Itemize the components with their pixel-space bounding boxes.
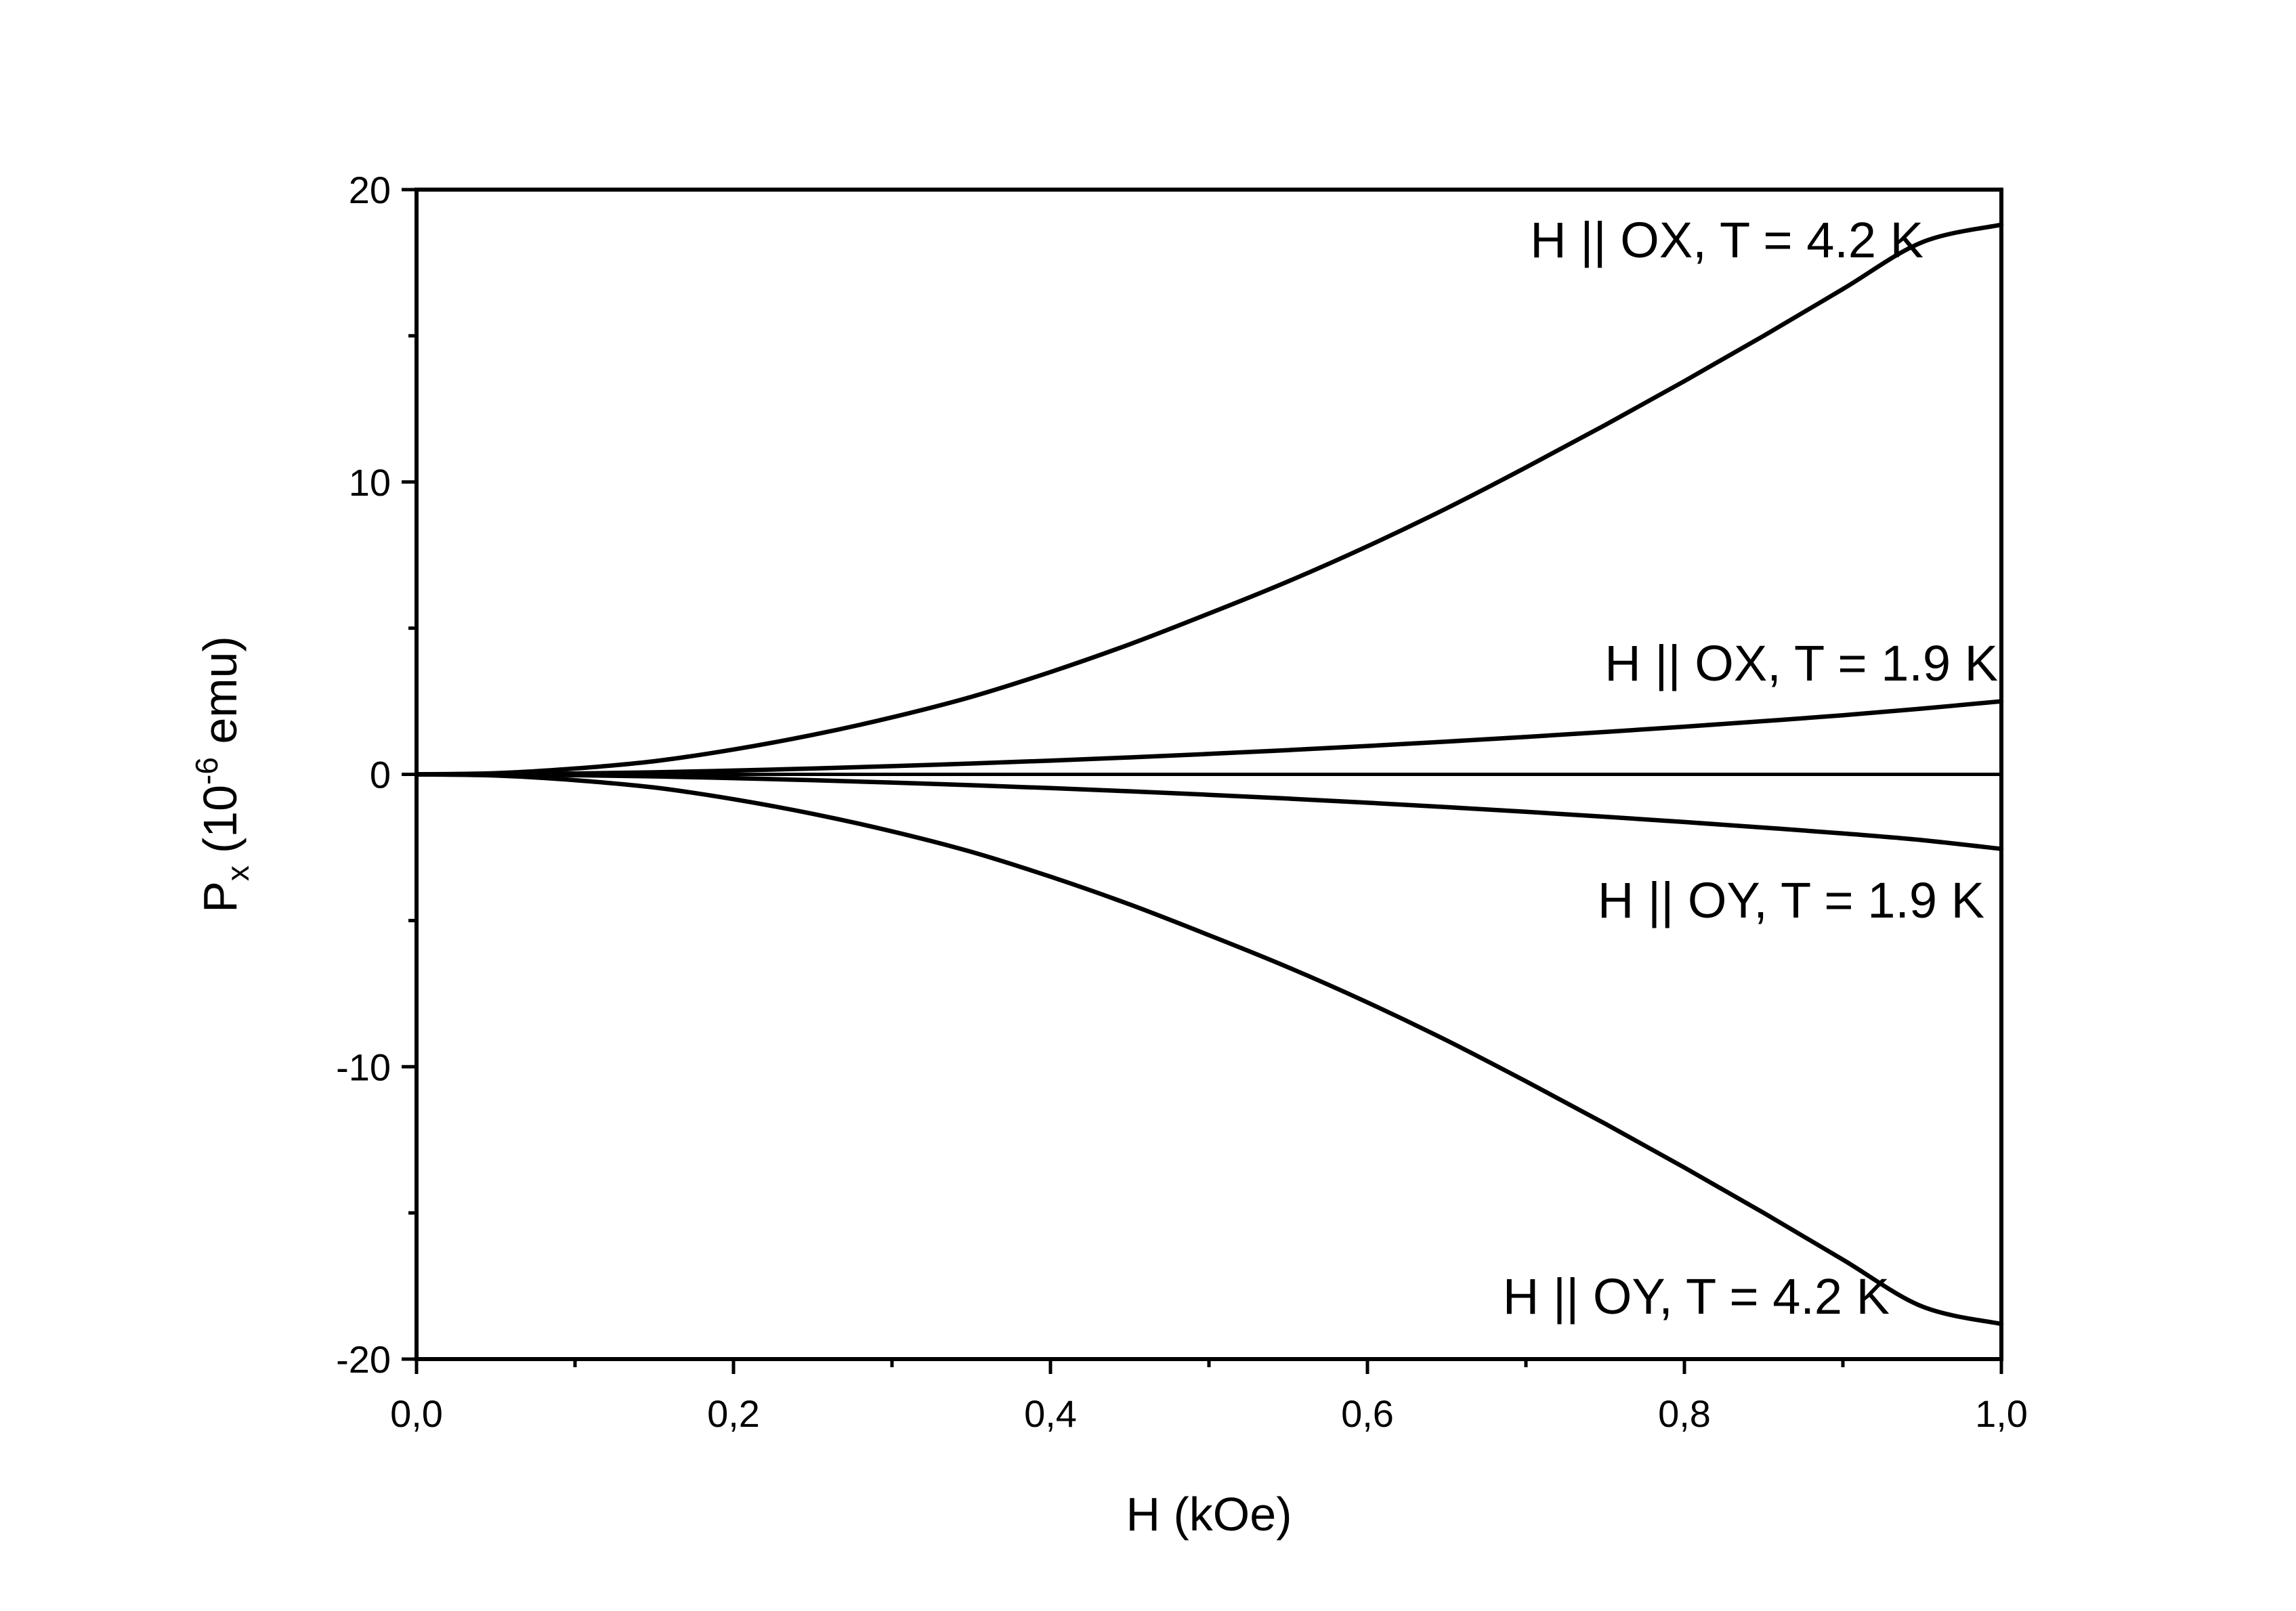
series-layer	[414, 222, 2004, 1327]
y-tick-label: -10	[336, 1046, 391, 1088]
y-axis-title-exponent: -6	[189, 757, 224, 785]
series-annotation: H || OX, T = 1.9 K	[1604, 635, 1998, 691]
x-tick-label: 0,2	[707, 1392, 760, 1435]
x-tick-label: 0,8	[1658, 1392, 1711, 1435]
y-tick-label: 0	[370, 754, 391, 796]
y-tick-label: -20	[336, 1338, 391, 1381]
series-annotation: H || OX, T = 4.2 K	[1530, 212, 1923, 268]
x-axis-title: H (kOe)	[1126, 1488, 1292, 1541]
y-tick-label: 20	[349, 169, 391, 211]
x-tick-label: 1,0	[1975, 1392, 2028, 1435]
y-axis-title: Px (10-6 emu)	[189, 636, 255, 913]
series-annotation: H || OY, T = 4.2 K	[1503, 1268, 1890, 1325]
y-axis-title-unit-suffix: emu)	[194, 636, 247, 757]
series-line-h-oy-t-4-2-k	[414, 772, 2004, 1327]
tick-layer	[402, 188, 2003, 1374]
series-line-h-ox-t-4-2-k	[414, 222, 2004, 777]
series-line-h-ox-t-1-9-k	[414, 699, 2004, 777]
series-annotation: H || OY, T = 1.9 K	[1598, 872, 1984, 928]
x-tick-label: 0,4	[1024, 1392, 1077, 1435]
annotation-layer: H || OX, T = 4.2 K H || OX, T = 1.9 K H ||…	[1503, 212, 1998, 1325]
x-tick-label: 0,6	[1341, 1392, 1394, 1435]
tick-label-layer: 0,0 0,2 0,4 0,6 0,8 1,0 -20 -10 0 10 20	[336, 169, 2028, 1435]
y-tick-label: 10	[349, 461, 391, 504]
x-tick-label: 0,0	[390, 1392, 443, 1435]
y-axis-title-unit-prefix: (10	[194, 785, 247, 853]
series-line-h-oy-t-1-9-k	[414, 772, 2004, 851]
y-axis-title-subscript: x	[220, 865, 255, 881]
y-axis-title-base: P	[194, 881, 247, 913]
